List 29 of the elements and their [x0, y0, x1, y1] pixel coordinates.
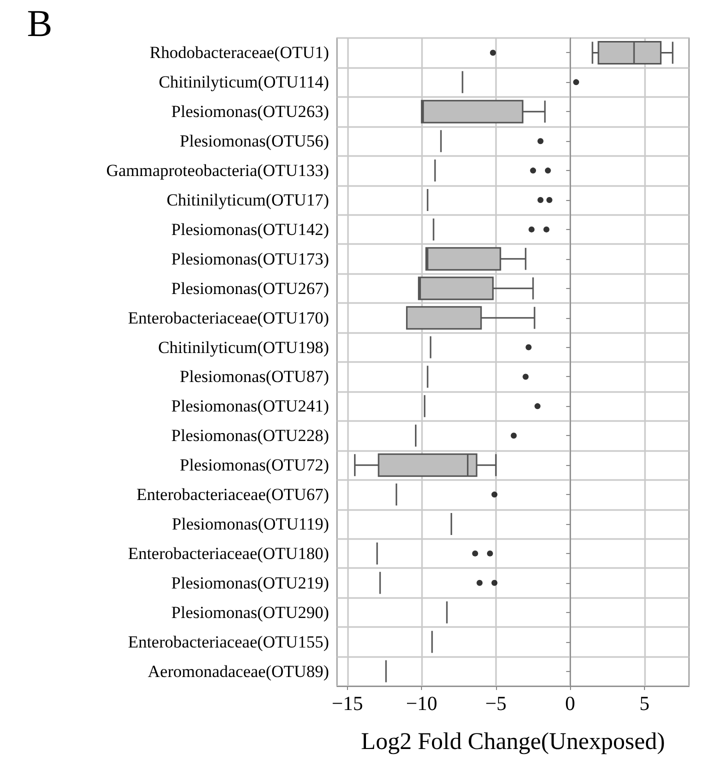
y-tick-label: Enterobacteriaceae(OTU180): [128, 544, 329, 563]
y-tick-label: Plesiomonas(OTU219): [171, 573, 329, 592]
y-tick-label: Aeromonadaceae(OTU89): [148, 662, 329, 681]
x-axis-title: Log2 Fold Change(Unexposed): [361, 729, 665, 755]
y-tick-label: Plesiomonas(OTU173): [171, 249, 329, 268]
y-tick-label: Rhodobacteraceae(OTU1): [150, 43, 329, 62]
y-tick-label: Enterobacteriaceae(OTU170): [128, 308, 329, 328]
y-tick-label: Gammaproteobacteria(OTU133): [106, 161, 329, 180]
y-tick-label: Plesiomonas(OTU290): [171, 602, 329, 622]
chart-title: B: [27, 3, 52, 45]
y-tick-label: Plesiomonas(OTU87): [180, 367, 329, 386]
y-tick-label: Plesiomonas(OTU72): [180, 456, 329, 475]
x-tick-label: −10: [406, 693, 438, 715]
x-tick-label: −5: [485, 693, 507, 715]
x-tick-label: 0: [565, 693, 576, 715]
y-tick-label: Enterobacteriaceae(OTU67): [136, 485, 329, 504]
y-tick-label: Plesiomonas(OTU263): [171, 102, 329, 122]
y-tick-label: Plesiomonas(OTU142): [171, 220, 329, 239]
y-tick-label: Chitinilyticum(OTU17): [166, 190, 329, 210]
x-tick-label: −15: [332, 693, 364, 715]
y-tick-label: Plesiomonas(OTU228): [171, 426, 329, 446]
y-tick-label: Plesiomonas(OTU241): [171, 396, 329, 416]
y-tick-label: Chitinilyticum(OTU114): [158, 72, 329, 92]
y-tick-label: Plesiomonas(OTU119): [172, 514, 329, 534]
x-tick-label: 5: [639, 693, 650, 715]
y-tick-label: Chitinilyticum(OTU198): [158, 338, 329, 357]
y-tick-label: Enterobacteriaceae(OTU155): [128, 632, 329, 652]
y-tick-label: Plesiomonas(OTU56): [180, 132, 329, 151]
y-tick-label: Plesiomonas(OTU267): [171, 278, 329, 298]
